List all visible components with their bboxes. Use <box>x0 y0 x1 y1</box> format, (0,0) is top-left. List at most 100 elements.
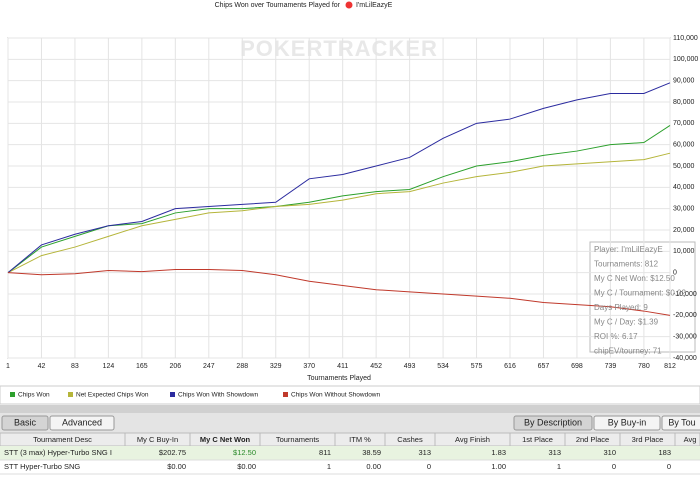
x-tick-label: 329 <box>270 363 282 370</box>
column-header[interactable]: Tournament Desc <box>33 435 92 444</box>
table-cell: 1 <box>327 462 331 471</box>
table-cell: STT Hyper-Turbo SNG <box>4 462 80 471</box>
x-tick-label: 165 <box>136 363 148 370</box>
y-tick-label: -20,000 <box>673 312 697 319</box>
column-header[interactable]: Tournaments <box>276 435 320 444</box>
table-cell: STT (3 max) Hyper-Turbo SNG I <box>4 448 112 457</box>
info-line: Days Played: 9 <box>594 303 648 312</box>
legend-swatch <box>68 392 73 397</box>
x-tick-label: 812 <box>664 363 676 370</box>
info-line: My C / Tournament: $0.02 <box>594 289 686 298</box>
y-tick-label: 0 <box>673 270 677 277</box>
y-tick-label: 80,000 <box>673 99 695 106</box>
tab[interactable] <box>49 415 115 431</box>
table-cell: $0.00 <box>167 462 186 471</box>
table-cell: 1 <box>557 462 561 471</box>
y-tick-label: 50,000 <box>673 163 695 170</box>
tab[interactable] <box>661 415 700 431</box>
tab[interactable] <box>593 415 661 431</box>
watermark: POKERTRACKER <box>240 36 438 61</box>
x-tick-label: 493 <box>404 363 416 370</box>
column-header[interactable]: Avg Finish <box>455 435 490 444</box>
table-cell: 38.59 <box>362 448 381 457</box>
x-tick-label: 698 <box>571 363 583 370</box>
info-line: ROI %: 6.17 <box>594 332 638 341</box>
table-cell: $12.50 <box>233 448 256 457</box>
y-tick-label: 90,000 <box>673 78 695 85</box>
tab[interactable] <box>513 415 593 431</box>
column-header[interactable]: My C Buy-In <box>137 435 178 444</box>
x-tick-label: 739 <box>605 363 617 370</box>
table-cell: 313 <box>418 448 431 457</box>
chart-title: Chips Won over Tournaments Played for <box>215 2 341 9</box>
y-tick-label: 40,000 <box>673 184 695 191</box>
legend-swatch <box>283 392 288 397</box>
column-header[interactable]: 1st Place <box>522 435 553 444</box>
info-line: My C Net Won: $12.50 <box>594 274 675 283</box>
x-tick-label: 780 <box>638 363 650 370</box>
y-tick-label: 70,000 <box>673 120 695 127</box>
x-tick-label: 616 <box>504 363 516 370</box>
splitter <box>0 405 700 413</box>
legend-label: Chips Won Without Showdown <box>291 392 381 399</box>
x-tick-label: 1 <box>6 363 10 370</box>
player-name: I'mLilEazyE <box>356 2 393 9</box>
x-tick-label: 452 <box>370 363 382 370</box>
x-tick-label: 124 <box>103 363 115 370</box>
series-line <box>7 268 671 316</box>
series-line <box>7 82 671 274</box>
table-cell: 0 <box>667 462 671 471</box>
y-tick-label: 60,000 <box>673 142 695 149</box>
series-line <box>7 125 671 274</box>
table-cell: $0.00 <box>237 462 256 471</box>
x-axis-label: Tournaments Played <box>307 375 371 382</box>
y-tick-label: 110,000 <box>673 35 698 42</box>
series-line <box>7 152 671 274</box>
x-tick-label: 83 <box>71 363 79 370</box>
table-cell: 183 <box>658 448 671 457</box>
legend-swatch <box>10 392 15 397</box>
y-tick-label: 100,000 <box>673 56 698 63</box>
player-icon <box>345 1 353 9</box>
legend-swatch <box>170 392 175 397</box>
info-line: Tournaments: 812 <box>594 260 659 269</box>
x-tick-label: 411 <box>337 363 348 370</box>
x-tick-label: 42 <box>38 363 46 370</box>
x-tick-label: 247 <box>203 363 215 370</box>
table-cell: 310 <box>603 448 616 457</box>
info-line: Player: I'mLilEazyE <box>594 245 663 254</box>
table-row-selected[interactable] <box>0 446 700 460</box>
table-cell: $202.75 <box>159 448 186 457</box>
y-tick-label: 20,000 <box>673 227 695 234</box>
legend-label: Net Expected Chips Won <box>76 392 149 399</box>
tab-label[interactable]: By Description <box>524 417 582 427</box>
y-tick-label: 10,000 <box>673 248 695 255</box>
info-line: chipEV/tourney: 71 <box>594 347 662 356</box>
plot-area <box>7 37 671 359</box>
column-header[interactable]: 3rd Place <box>632 435 664 444</box>
y-tick-label: 30,000 <box>673 206 695 213</box>
column-header[interactable]: Avg <box>684 435 697 444</box>
tab-label[interactable]: By Tou <box>668 417 695 427</box>
legend-label: Chips Won <box>18 392 50 399</box>
tab-label[interactable]: By Buy-in <box>608 417 647 427</box>
info-box <box>589 241 696 353</box>
table-cell: 1.00 <box>491 462 506 471</box>
y-tick-label: -30,000 <box>673 334 697 341</box>
tab-label[interactable]: Advanced <box>62 417 102 427</box>
tab[interactable] <box>1 415 49 431</box>
table-cell: 1.83 <box>491 448 506 457</box>
column-header[interactable]: My C Net Won <box>200 435 251 444</box>
y-tick-label: -40,000 <box>673 355 697 362</box>
x-tick-label: 657 <box>538 363 550 370</box>
x-tick-label: 370 <box>303 363 315 370</box>
info-line: My C / Day: $1.39 <box>594 318 659 327</box>
tab-label[interactable]: Basic <box>14 417 37 427</box>
column-header[interactable]: ITM % <box>349 435 371 444</box>
column-header[interactable]: Cashes <box>397 435 423 444</box>
column-header[interactable]: 2nd Place <box>576 435 609 444</box>
y-tick-label: -10,000 <box>673 291 697 298</box>
table-cell: 313 <box>548 448 561 457</box>
table-cell: 0.00 <box>366 462 381 471</box>
